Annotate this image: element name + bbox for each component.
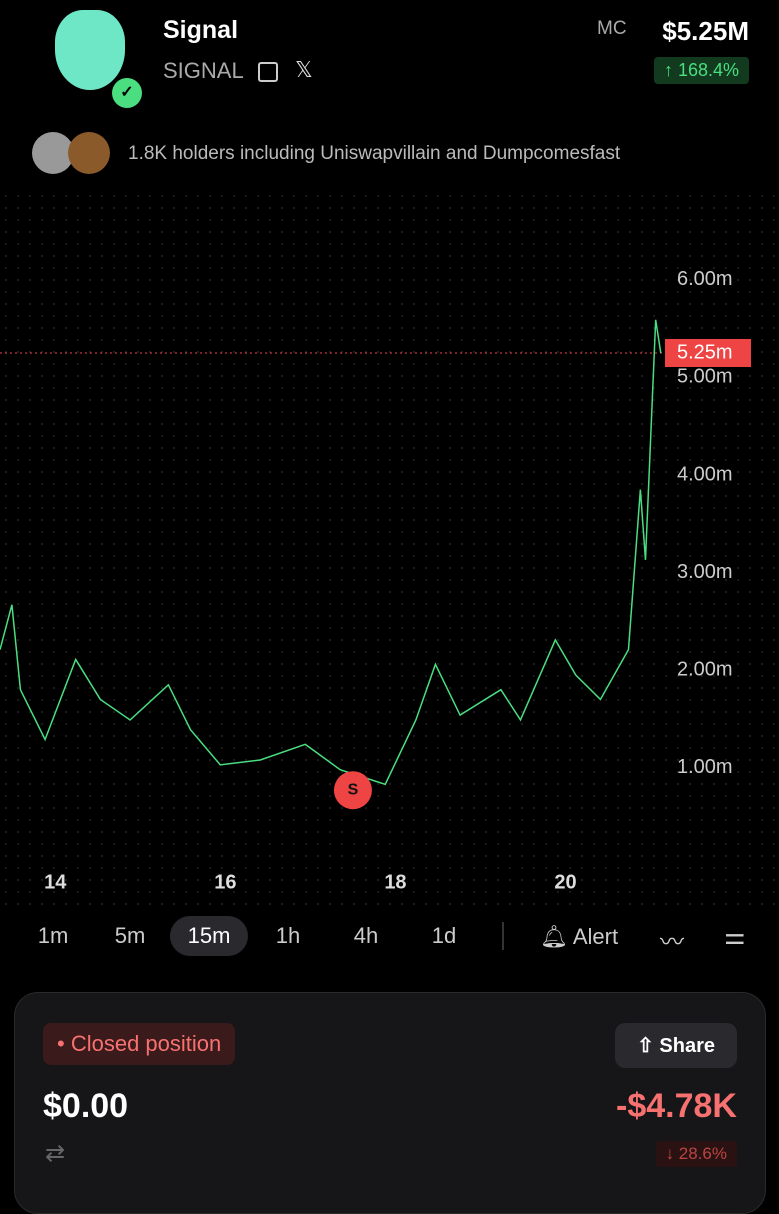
y-tick-label: 2.00m: [677, 658, 733, 680]
mc-value: $5.25M: [662, 16, 749, 46]
y-tick-label: 6.00m: [677, 268, 733, 290]
y-tick-label: 1.00m: [677, 756, 733, 778]
divider: [502, 922, 504, 950]
holder-avatar: [68, 132, 110, 174]
x-tick-label: 20: [554, 871, 576, 893]
swap-icon[interactable]: ⇄: [45, 1140, 66, 1167]
price-line: [0, 319, 662, 786]
timeframe-button[interactable]: 1m: [37, 923, 69, 948]
timeframe-button[interactable]: 1d: [431, 923, 457, 948]
current-price-box: [665, 338, 751, 367]
verified-badge: ✓: [112, 78, 142, 108]
chart: 1.00m 2.00m 3.00m 4.00m 5.00m 6.00m 14 16 18 20 5.…: [0, 190, 779, 910]
pnl: -$4.78K: [616, 1087, 737, 1125]
timeframe-button[interactable]: 1h: [275, 923, 301, 948]
settings-icon[interactable]: ⚌: [724, 923, 746, 950]
token-name: Signal: [163, 16, 239, 44]
sell-marker-label: S: [348, 781, 359, 798]
alert-label: Alert: [572, 924, 619, 949]
timeframe-button[interactable]: 4h: [353, 923, 379, 948]
current-price-label: 5.25m: [677, 341, 733, 363]
share-button[interactable]: ⇧ Share: [615, 1023, 737, 1068]
x-tick-label: 16: [214, 871, 236, 893]
sell-marker: [333, 771, 372, 810]
x-tick-label: 18: [384, 871, 406, 893]
alert-button[interactable]: 🔔︎ Alert: [540, 924, 619, 949]
y-tick-label: 3.00m: [677, 561, 733, 583]
y-tick-label: 4.00m: [677, 463, 733, 485]
status-badge: • Closed position: [43, 1023, 236, 1065]
x-tick-label: 14: [44, 871, 67, 893]
timeframe-button[interactable]: 15m: [170, 916, 248, 956]
mc-change: ↑ 168.4%: [653, 57, 749, 84]
mc-label: MC: [597, 18, 627, 39]
x-icon[interactable]: 𝕏: [295, 57, 313, 82]
copy-icon[interactable]: [258, 62, 278, 82]
status-text: Closed position: [70, 1031, 222, 1056]
y-tick-label: 5.00m: [677, 366, 733, 388]
pnl-change: ↓ 28.6%: [655, 1141, 737, 1167]
position-card: • Closed position ⇧ Share $0.00 -$4.78K …: [14, 992, 766, 1214]
position-value: $0.00: [43, 1087, 129, 1125]
timeframe-button[interactable]: 5m: [114, 923, 146, 948]
logo: [55, 10, 125, 90]
holder-avatar: [32, 132, 74, 174]
token-ticker: SIGNAL: [163, 58, 244, 83]
indicator-icon[interactable]: 〰: [660, 929, 684, 956]
share-text: Share: [659, 1035, 715, 1057]
holders-text: 1.8K holders including Uniswapvillain an…: [128, 143, 621, 164]
